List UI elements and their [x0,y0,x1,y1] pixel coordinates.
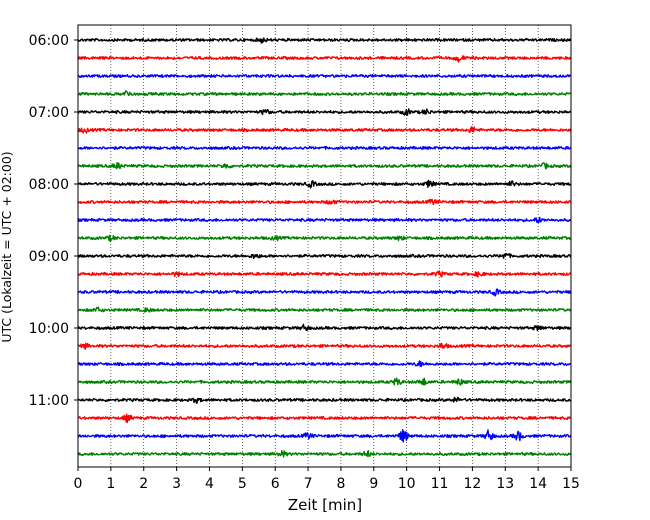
x-axis-ticks: 0 1 2 3 4 5 6 7 8 9 10 11 12 13 14 15 [74,467,580,492]
plot-frame [77,24,572,468]
trace-lines [77,37,572,458]
trace-0845 [77,234,572,243]
trace-0715 [77,126,572,134]
x-tick-label-11: 11 [431,476,449,492]
trace-0930 [77,288,572,297]
y-tick-label-0900: 09:00 [29,249,69,265]
trace-0730 [77,145,572,151]
trace-0630 [77,73,572,79]
trace-0800 [77,179,572,189]
trace-1030 [77,360,572,368]
y-tick-label-0800: 08:00 [29,177,69,193]
trace-0615 [77,55,572,63]
trace-1145 [77,450,572,458]
trace-1100 [77,396,572,404]
x-tick-label-10: 10 [398,476,416,492]
trace-0915 [77,270,572,278]
x-tick-label-3: 3 [172,476,181,492]
x-tick-label-1: 1 [106,476,115,492]
trace-0645 [77,90,572,97]
x-tick-label-5: 5 [238,476,247,492]
x-tick-label-2: 2 [139,476,148,492]
x-tick-label-9: 9 [369,476,378,492]
trace-0745 [77,161,572,170]
trace-0830 [77,216,572,224]
x-tick-label-8: 8 [336,476,345,492]
trace-1015 [77,342,572,350]
y-axis-label: UTC (Lokalzeit = UTC + 02:00) [0,151,14,342]
x-tick-label-15: 15 [562,476,580,492]
trace-1115 [77,413,572,424]
y-axis-ticks: 06:00 07:00 08:00 09:00 10:00 11:00 [29,33,78,409]
x-tick-label-0: 0 [74,476,83,492]
trace-0700 [77,108,572,116]
x-tick-label-13: 13 [496,476,514,492]
trace-1000 [77,323,572,332]
x-tick-label-12: 12 [463,476,481,492]
trace-0815 [77,198,572,206]
y-tick-label-1100: 11:00 [29,393,69,409]
x-tick-label-6: 6 [271,476,280,492]
y-tick-label-1000: 10:00 [29,321,69,337]
x-tick-label-7: 7 [304,476,313,492]
y-tick-label-0700: 07:00 [29,105,69,121]
trace-0945 [77,306,572,313]
axes [77,24,572,468]
x-tick-label-14: 14 [529,476,547,492]
trace-1130 [77,428,572,443]
trace-1045 [77,377,572,386]
x-axis-label: Zeit [min] [288,496,362,514]
y-tick-label-0600: 06:00 [29,33,69,49]
trace-0900 [77,252,572,259]
x-tick-label-4: 4 [205,476,214,492]
trace-0600 [77,37,572,44]
